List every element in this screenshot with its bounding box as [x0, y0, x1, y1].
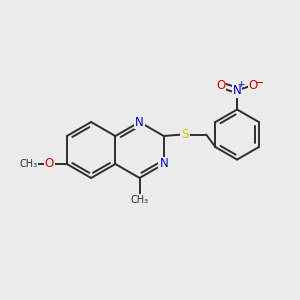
Text: O: O — [249, 79, 258, 92]
Text: O: O — [45, 158, 54, 170]
Text: N: N — [233, 84, 242, 97]
Text: +: + — [237, 80, 245, 89]
Text: CH₃: CH₃ — [130, 195, 148, 205]
Text: N: N — [135, 116, 144, 128]
Text: O: O — [216, 79, 226, 92]
Text: S: S — [181, 128, 189, 141]
Text: N: N — [159, 158, 168, 170]
Text: −: − — [254, 78, 264, 88]
Text: CH₃: CH₃ — [20, 159, 38, 169]
